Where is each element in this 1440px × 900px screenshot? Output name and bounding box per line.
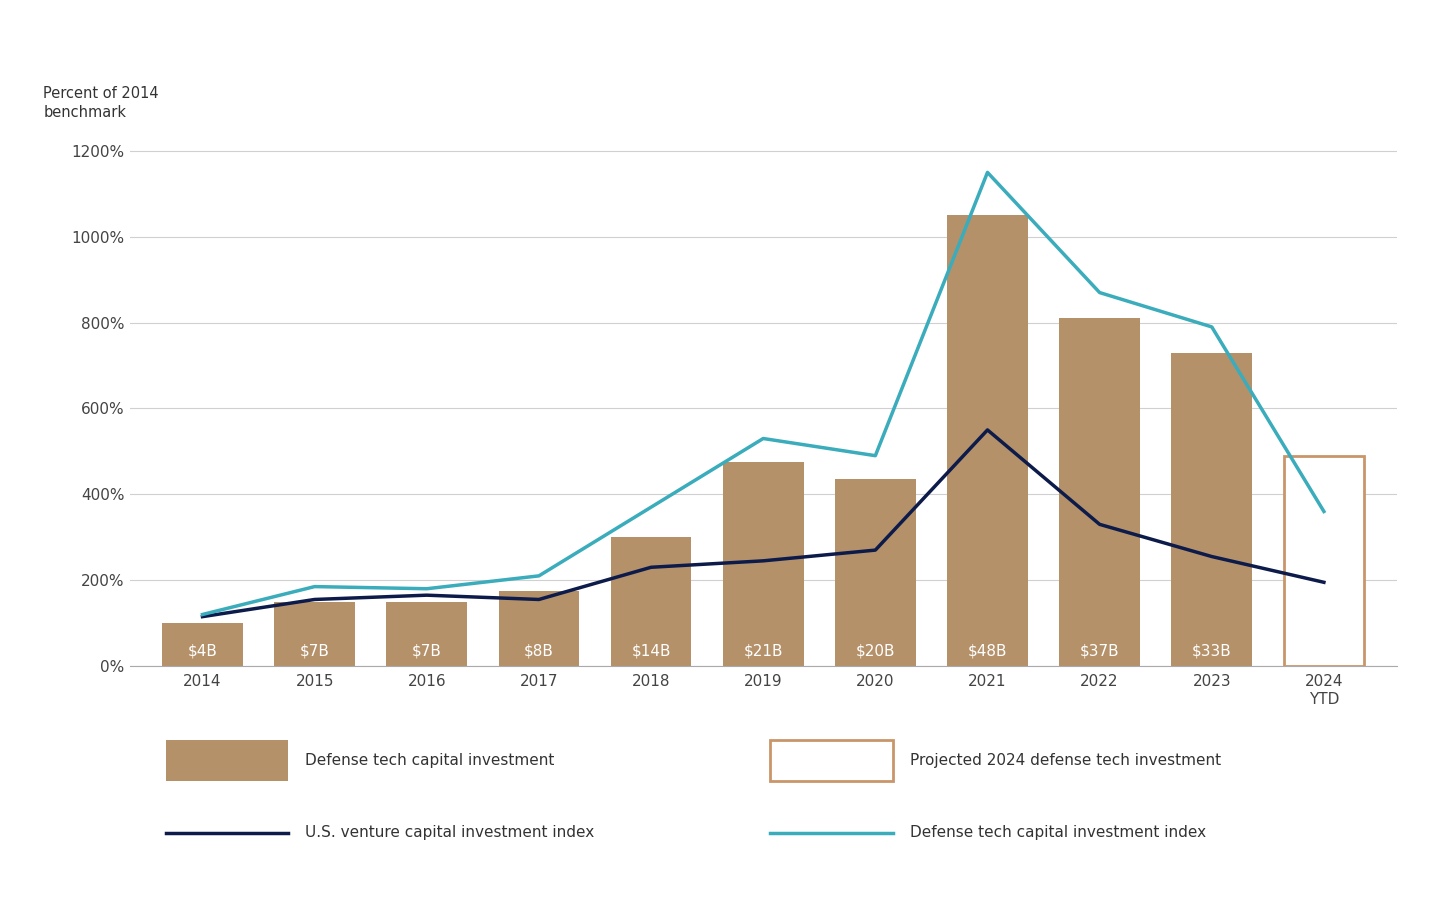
- Text: $14B: $14B: [1305, 644, 1344, 658]
- Text: Percent of 2014
benchmark: Percent of 2014 benchmark: [43, 86, 158, 121]
- Bar: [835, 480, 916, 666]
- Text: $21B: $21B: [743, 644, 783, 658]
- Bar: [948, 215, 1028, 666]
- Bar: [274, 601, 356, 666]
- Text: Defense tech capital investment: Defense tech capital investment: [305, 753, 554, 768]
- Text: $33B: $33B: [1192, 644, 1231, 658]
- Text: Defense tech capital investment index: Defense tech capital investment index: [910, 825, 1207, 840]
- Text: $7B: $7B: [412, 644, 442, 658]
- Text: $14B: $14B: [631, 644, 671, 658]
- Bar: [611, 537, 691, 666]
- Text: $48B: $48B: [968, 644, 1007, 658]
- Bar: [723, 462, 804, 666]
- Bar: [1060, 319, 1140, 666]
- Text: $37B: $37B: [1080, 644, 1119, 658]
- Bar: [1283, 533, 1364, 666]
- Text: $7B: $7B: [300, 644, 330, 658]
- Bar: [386, 601, 467, 666]
- Bar: [1283, 455, 1364, 666]
- Bar: [498, 591, 579, 666]
- Text: $20B: $20B: [855, 644, 896, 658]
- Bar: [1171, 353, 1253, 666]
- Bar: [163, 623, 243, 666]
- Text: U.S. venture capital investment index: U.S. venture capital investment index: [305, 825, 595, 840]
- Text: $8B: $8B: [524, 644, 554, 658]
- Text: $4B: $4B: [187, 644, 217, 658]
- Text: Projected 2024 defense tech investment: Projected 2024 defense tech investment: [910, 753, 1221, 768]
